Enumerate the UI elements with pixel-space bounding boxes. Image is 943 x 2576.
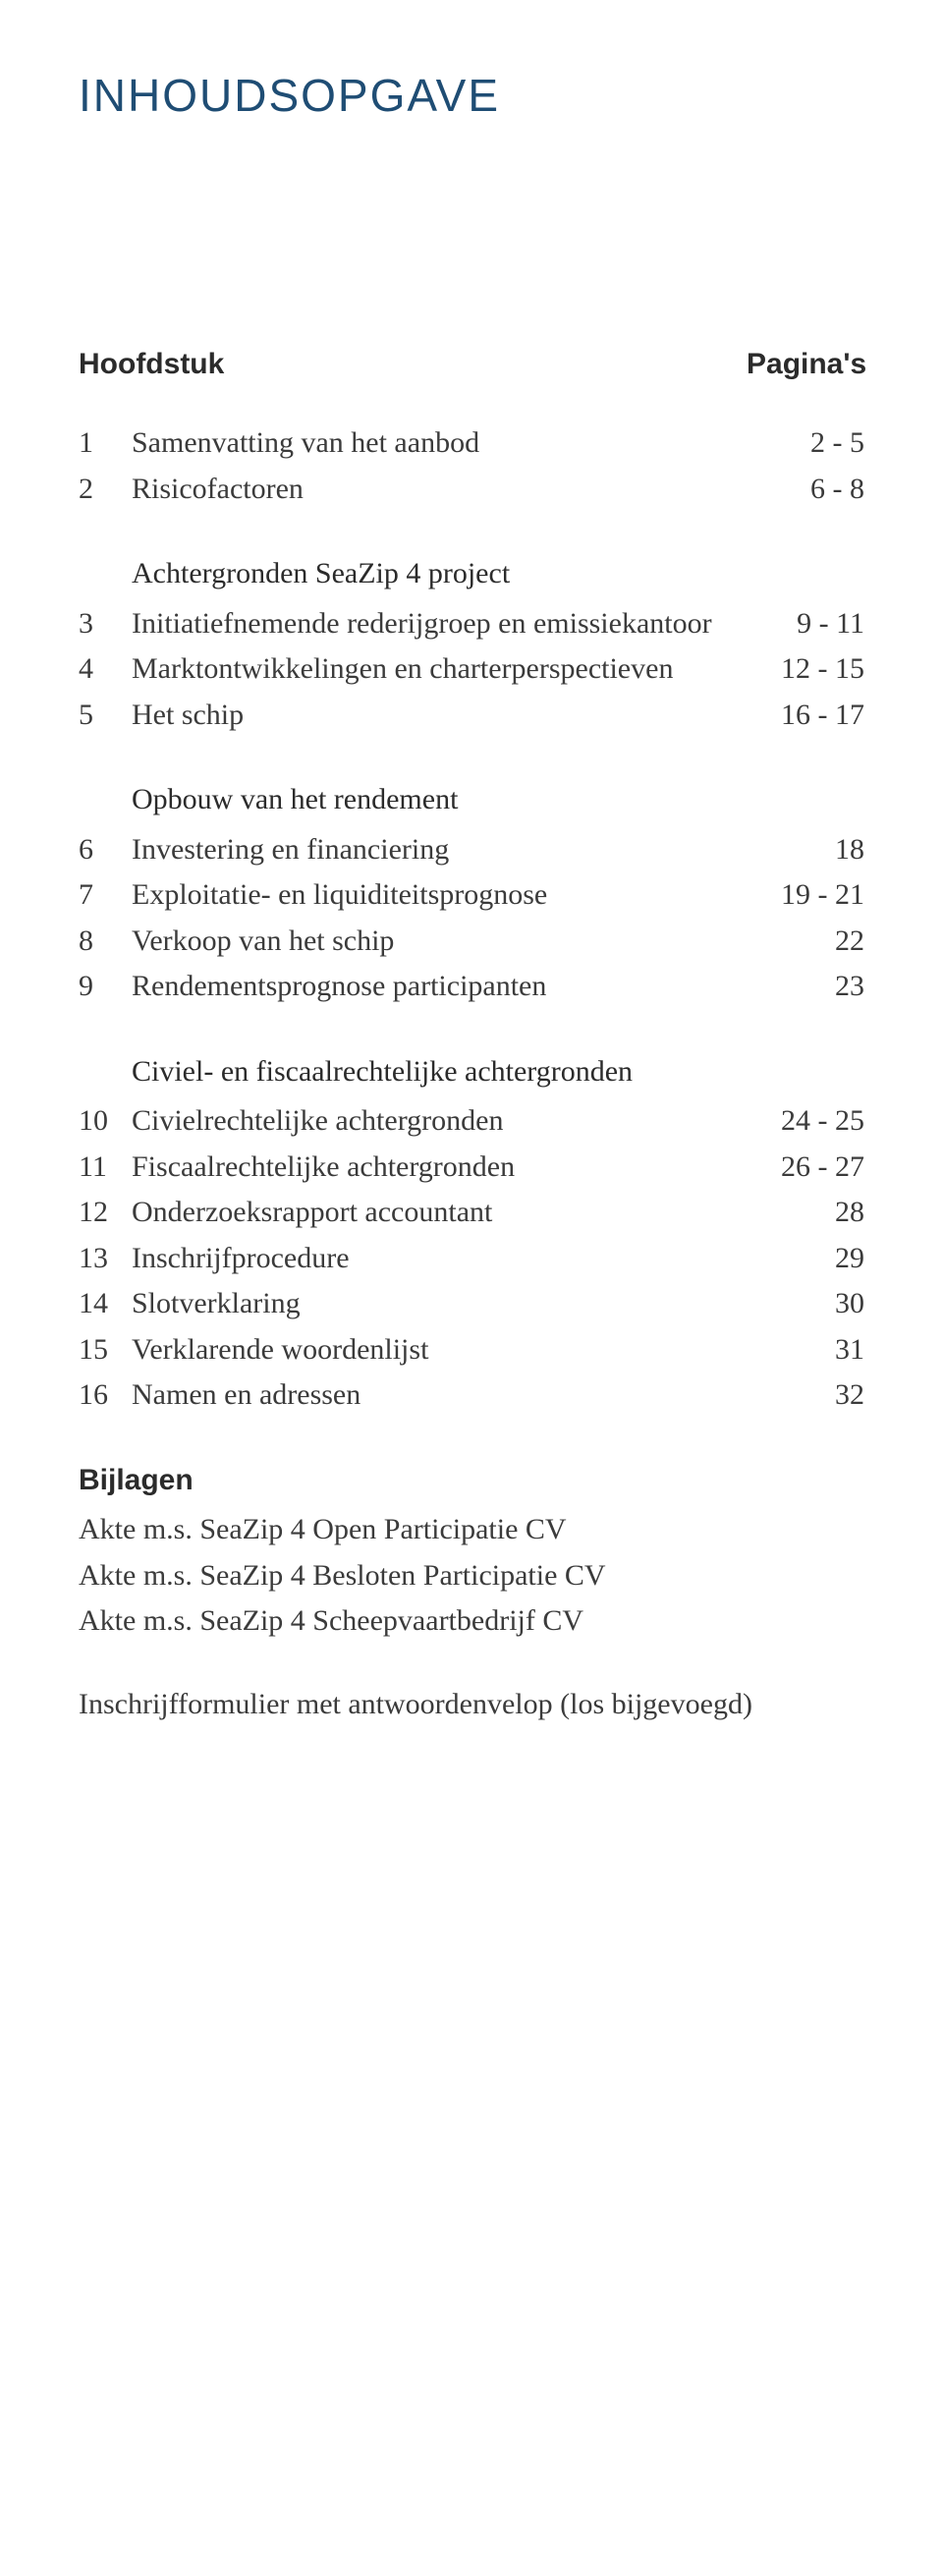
- toc-entry: 16 Namen en adressen 32: [79, 1372, 943, 1419]
- toc-section-heading: Opbouw van het rendement: [79, 777, 943, 823]
- toc-entry-number: 11: [79, 1145, 132, 1191]
- toc-entry-pages: 9 - 11: [747, 601, 864, 647]
- toc-entry-pages: 2 - 5: [747, 420, 864, 467]
- toc-entry-number: 13: [79, 1236, 132, 1282]
- toc-entry-label: Investering en financiering: [132, 827, 747, 873]
- toc-entry-label: Onderzoeksrapport accountant: [132, 1190, 747, 1236]
- toc-entry-pages: 28: [747, 1190, 864, 1236]
- toc-entry-label: Rendementsprognose participanten: [132, 964, 747, 1010]
- page: INHOUDSOPGAVE Hoofdstuk Pagina's 1 Samen…: [0, 0, 943, 2576]
- toc-entry-number: 6: [79, 827, 132, 873]
- toc-entry-label: Samenvatting van het aanbod: [132, 420, 747, 467]
- toc-entry-label: Risicofactoren: [132, 467, 747, 513]
- toc-entry: 12 Onderzoeksrapport accountant 28: [79, 1190, 943, 1236]
- toc-entry: 11 Fiscaalrechtelijke achtergronden 26 -…: [79, 1145, 943, 1191]
- footer-line: Inschrijfformulier met antwoordenvelop (…: [79, 1688, 943, 1721]
- toc-entry-pages: 30: [747, 1281, 864, 1327]
- toc-entry-pages: 26 - 27: [747, 1145, 864, 1191]
- toc-section: Achtergronden SeaZip 4 project 3 Initiat…: [79, 551, 943, 738]
- appendix-heading: Bijlagen: [79, 1458, 943, 1504]
- toc-entry-number: 1: [79, 420, 132, 467]
- toc-entry-label: Inschrijfprocedure: [132, 1236, 747, 1282]
- toc-entry-pages: 22: [747, 919, 864, 965]
- toc-section: Opbouw van het rendement 6 Investering e…: [79, 777, 943, 1010]
- toc-entry-pages: 16 - 17: [747, 693, 864, 739]
- toc-entry-number: 4: [79, 646, 132, 693]
- toc-entry-label: Initiatiefnemende rederijgroep en emissi…: [132, 601, 747, 647]
- toc-entry-label: Civielrechtelijke achtergronden: [132, 1098, 747, 1145]
- toc-entry-number: 5: [79, 693, 132, 739]
- toc-entry-label: Verkoop van het schip: [132, 919, 747, 965]
- appendix-line: Akte m.s. SeaZip 4 Open Participatie CV: [79, 1507, 943, 1553]
- toc-entry-pages: 24 - 25: [747, 1098, 864, 1145]
- toc-entry-pages: 32: [747, 1372, 864, 1419]
- toc-entry-pages: 18: [747, 827, 864, 873]
- page-title: INHOUDSOPGAVE: [79, 69, 943, 122]
- toc-header-paginas: Pagina's: [747, 348, 864, 381]
- appendix-line: Akte m.s. SeaZip 4 Besloten Participatie…: [79, 1553, 943, 1599]
- toc-entry-pages: 6 - 8: [747, 467, 864, 513]
- toc-entry: 2 Risicofactoren 6 - 8: [79, 467, 943, 513]
- toc-entry: 1 Samenvatting van het aanbod 2 - 5: [79, 420, 943, 467]
- toc-entry-number: 3: [79, 601, 132, 647]
- appendix-line: Akte m.s. SeaZip 4 Scheepvaartbedrijf CV: [79, 1598, 943, 1645]
- toc-entry: 5 Het schip 16 - 17: [79, 693, 943, 739]
- toc-entry: 10 Civielrechtelijke achtergronden 24 - …: [79, 1098, 943, 1145]
- toc-entry: 3 Initiatiefnemende rederijgroep en emis…: [79, 601, 943, 647]
- toc-entry-pages: 29: [747, 1236, 864, 1282]
- toc-entry-number: 15: [79, 1327, 132, 1373]
- toc-entry-label: Verklarende woordenlijst: [132, 1327, 747, 1373]
- toc-entry-pages: 12 - 15: [747, 646, 864, 693]
- toc-entry: 4 Marktontwikkelingen en charterperspect…: [79, 646, 943, 693]
- toc-entry: 14 Slotverklaring 30: [79, 1281, 943, 1327]
- toc-section: Civiel- en fiscaalrechtelijke achtergron…: [79, 1049, 943, 1419]
- toc-entry-label: Exploitatie- en liquiditeitsprognose: [132, 872, 747, 919]
- toc-header-hoofdstuk: Hoofdstuk: [79, 348, 747, 381]
- toc-entry: 15 Verklarende woordenlijst 31: [79, 1327, 943, 1373]
- toc-entry-number: 9: [79, 964, 132, 1010]
- toc-entry-pages: 19 - 21: [747, 872, 864, 919]
- toc-header-row: Hoofdstuk Pagina's: [79, 348, 943, 381]
- toc-entry: 6 Investering en financiering 18: [79, 827, 943, 873]
- toc-entry-number: 12: [79, 1190, 132, 1236]
- toc-entry: 9 Rendementsprognose participanten 23: [79, 964, 943, 1010]
- appendix-section: Bijlagen Akte m.s. SeaZip 4 Open Partici…: [79, 1458, 943, 1645]
- toc-entry-number: 16: [79, 1372, 132, 1419]
- toc-entry-number: 10: [79, 1098, 132, 1145]
- toc-entry-pages: 23: [747, 964, 864, 1010]
- toc-entry-label: Fiscaalrechtelijke achtergronden: [132, 1145, 747, 1191]
- toc-entry: 8 Verkoop van het schip 22: [79, 919, 943, 965]
- toc-entry-number: 8: [79, 919, 132, 965]
- toc-entry: 13 Inschrijfprocedure 29: [79, 1236, 943, 1282]
- toc-entry-label: Het schip: [132, 693, 747, 739]
- toc-entry: 7 Exploitatie- en liquiditeitsprognose 1…: [79, 872, 943, 919]
- toc-entry-label: Slotverklaring: [132, 1281, 747, 1327]
- toc-entry-number: 2: [79, 467, 132, 513]
- toc-section-heading: Achtergronden SeaZip 4 project: [79, 551, 943, 597]
- toc-entry-number: 7: [79, 872, 132, 919]
- toc-entry-label: Namen en adressen: [132, 1372, 747, 1419]
- toc-entry-label: Marktontwikkelingen en charterperspectie…: [132, 646, 747, 693]
- toc-section: 1 Samenvatting van het aanbod 2 - 5 2 Ri…: [79, 420, 943, 512]
- toc-entry-number: 14: [79, 1281, 132, 1327]
- toc-entry-pages: 31: [747, 1327, 864, 1373]
- toc-section-heading: Civiel- en fiscaalrechtelijke achtergron…: [79, 1049, 943, 1095]
